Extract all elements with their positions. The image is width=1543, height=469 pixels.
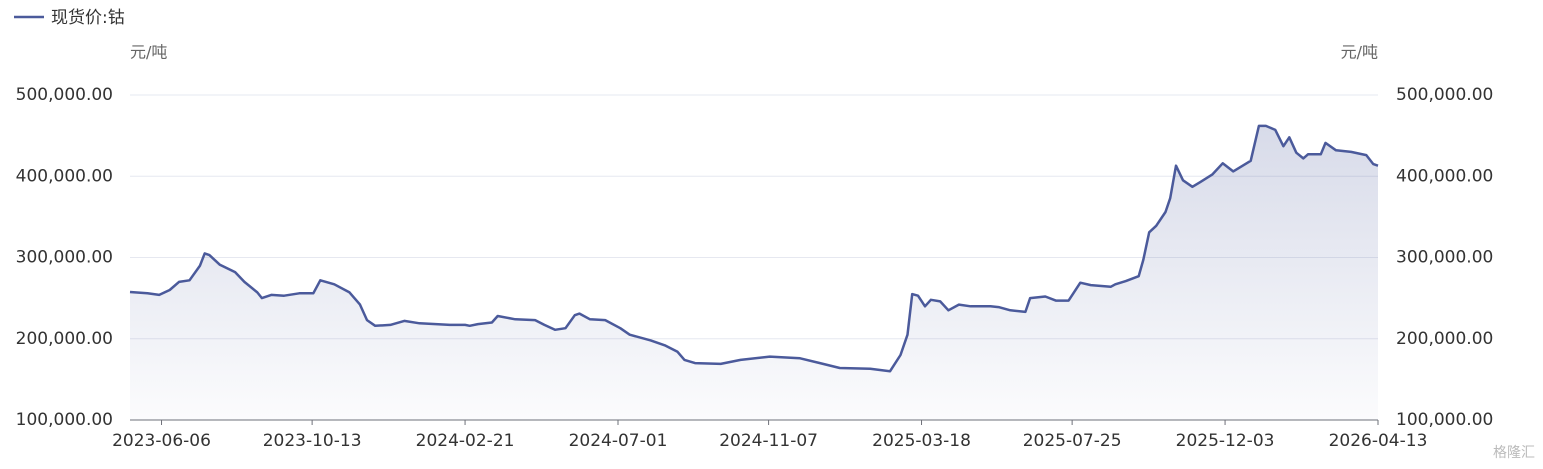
legend-label: 现货价:钴 — [51, 8, 125, 28]
x-tick-label: 2025-12-03 — [1176, 431, 1275, 451]
y2-tick-label: 300,000.00 — [1396, 248, 1493, 268]
y2-tick-label: 500,000.00 — [1396, 85, 1493, 105]
x-tick-label: 2025-07-25 — [1023, 431, 1122, 451]
area-fill — [130, 125, 1378, 421]
y-tick-label: 300,000.00 — [16, 248, 113, 268]
y-tick-label: 400,000.00 — [16, 166, 113, 186]
y2-tick-label: 400,000.00 — [1396, 166, 1493, 186]
x-tick-label: 2023-06-06 — [112, 431, 211, 451]
x-tick-label: 2024-07-01 — [569, 431, 668, 451]
x-tick-label: 2023-10-13 — [263, 431, 362, 451]
y2-axis-unit: 元/吨 — [1341, 43, 1378, 62]
watermark: 格隆汇 — [1493, 445, 1535, 461]
x-tick-label: 2025-03-18 — [872, 431, 971, 451]
y-axis-unit: 元/吨 — [130, 43, 167, 62]
x-tick-label: 2024-11-07 — [719, 431, 818, 451]
y-tick-label: 200,000.00 — [16, 329, 113, 349]
x-tick-label: 2024-02-21 — [416, 431, 515, 451]
y2-tick-label: 200,000.00 — [1396, 329, 1493, 349]
y-tick-label: 500,000.00 — [16, 85, 113, 105]
y-tick-label: 100,000.00 — [16, 410, 113, 430]
line — [129, 124, 1379, 373]
y2-tick-label: 100,000.00 — [1396, 410, 1493, 430]
x-tick-label: 2026-04-13 — [1329, 431, 1428, 451]
